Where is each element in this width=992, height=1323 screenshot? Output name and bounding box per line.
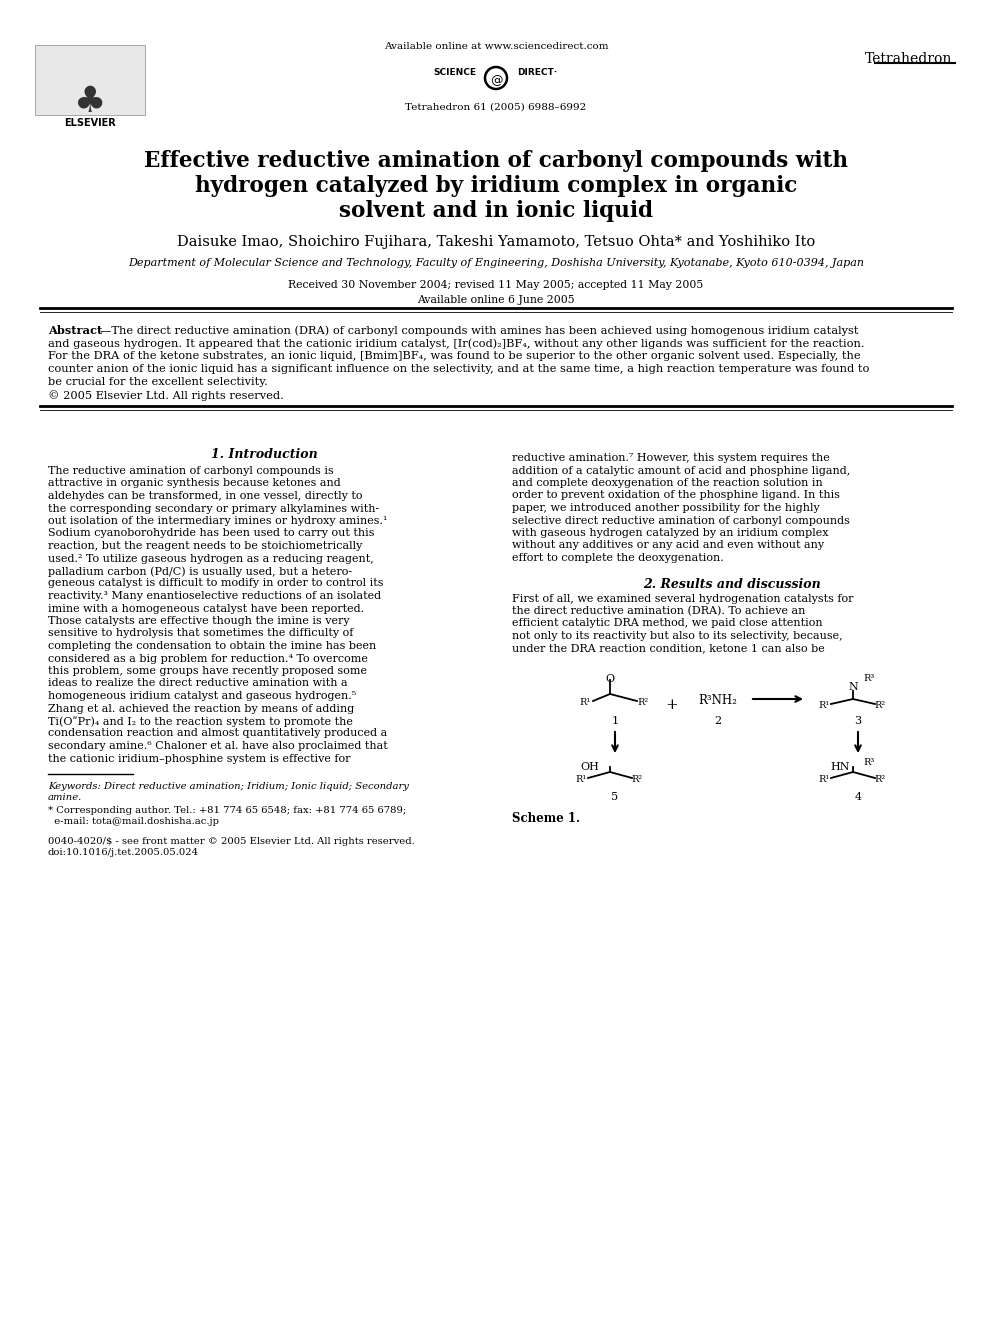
Text: The reductive amination of carbonyl compounds is: The reductive amination of carbonyl comp…: [48, 466, 333, 476]
Text: ♣: ♣: [73, 85, 106, 119]
Text: —The direct reductive amination (DRA) of carbonyl compounds with amines has been: —The direct reductive amination (DRA) of…: [100, 325, 858, 336]
Text: used.² To utilize gaseous hydrogen as a reducing reagent,: used.² To utilize gaseous hydrogen as a …: [48, 553, 374, 564]
Text: 1: 1: [611, 716, 619, 726]
Text: not only to its reactivity but also to its selectivity, because,: not only to its reactivity but also to i…: [512, 631, 842, 642]
Text: R³: R³: [863, 758, 874, 767]
Text: and complete deoxygenation of the reaction solution in: and complete deoxygenation of the reacti…: [512, 478, 822, 488]
Text: selective direct reductive amination of carbonyl compounds: selective direct reductive amination of …: [512, 516, 850, 525]
Text: HN: HN: [830, 762, 850, 773]
Text: imine with a homogeneous catalyst have been reported.: imine with a homogeneous catalyst have b…: [48, 603, 364, 614]
Text: completing the condensation to obtain the imine has been: completing the condensation to obtain th…: [48, 642, 376, 651]
Text: counter anion of the ionic liquid has a significant influence on the selectivity: counter anion of the ionic liquid has a …: [48, 364, 869, 374]
Text: R³NH₂: R³NH₂: [698, 695, 737, 706]
Text: O: O: [605, 673, 615, 684]
Text: order to prevent oxidation of the phosphine ligand. In this: order to prevent oxidation of the phosph…: [512, 491, 840, 500]
Text: amine.: amine.: [48, 792, 82, 802]
Text: geneous catalyst is difficult to modify in order to control its: geneous catalyst is difficult to modify …: [48, 578, 384, 589]
Text: R¹: R¹: [575, 775, 586, 785]
Text: R²: R²: [638, 699, 649, 706]
Text: under the DRA reaction condition, ketone 1 can also be: under the DRA reaction condition, ketone…: [512, 643, 824, 654]
Text: Sodium cyanoborohydride has been used to carry out this: Sodium cyanoborohydride has been used to…: [48, 528, 375, 538]
Text: R¹: R¹: [818, 701, 829, 710]
Bar: [35, 45, 145, 115]
Text: Those catalysts are effective though the imine is very: Those catalysts are effective though the…: [48, 617, 349, 626]
Text: reaction, but the reagent needs to be stoichiometrically: reaction, but the reagent needs to be st…: [48, 541, 362, 550]
Text: Scheme 1.: Scheme 1.: [512, 812, 580, 826]
Text: 4: 4: [854, 792, 862, 802]
Text: the corresponding secondary or primary alkylamines with-: the corresponding secondary or primary a…: [48, 504, 379, 513]
Text: aldehydes can be transformed, in one vessel, directly to: aldehydes can be transformed, in one ves…: [48, 491, 362, 501]
Text: secondary amine.⁶ Chaloner et al. have also proclaimed that: secondary amine.⁶ Chaloner et al. have a…: [48, 741, 388, 751]
Text: without any additives or any acid and even without any: without any additives or any acid and ev…: [512, 541, 824, 550]
Text: ideas to realize the direct reductive amination with a: ideas to realize the direct reductive am…: [48, 679, 347, 688]
Text: ELSEVIER: ELSEVIER: [64, 118, 116, 128]
Text: R¹: R¹: [579, 699, 590, 706]
Text: © 2005 Elsevier Ltd. All rights reserved.: © 2005 Elsevier Ltd. All rights reserved…: [48, 390, 284, 401]
Text: addition of a catalytic amount of acid and phosphine ligand,: addition of a catalytic amount of acid a…: [512, 466, 850, 475]
Text: reductive amination.⁷ However, this system requires the: reductive amination.⁷ However, this syst…: [512, 452, 829, 463]
Text: R²: R²: [874, 775, 886, 785]
Text: 0040-4020/$ - see front matter © 2005 Elsevier Ltd. All rights reserved.: 0040-4020/$ - see front matter © 2005 El…: [48, 837, 415, 845]
Text: Received 30 November 2004; revised 11 May 2005; accepted 11 May 2005: Received 30 November 2004; revised 11 Ma…: [289, 280, 703, 290]
Text: sensitive to hydrolysis that sometimes the difficulty of: sensitive to hydrolysis that sometimes t…: [48, 628, 353, 639]
Text: +: +: [666, 699, 679, 712]
Text: Tetrahedron 61 (2005) 6988–6992: Tetrahedron 61 (2005) 6988–6992: [406, 103, 586, 112]
Text: and gaseous hydrogen. It appeared that the cationic iridium catalyst, [Ir(cod)₂]: and gaseous hydrogen. It appeared that t…: [48, 337, 865, 348]
Text: R²: R²: [632, 775, 643, 785]
Text: out isolation of the intermediary imines or hydroxy amines.¹: out isolation of the intermediary imines…: [48, 516, 387, 527]
Text: be crucial for the excellent selectivity.: be crucial for the excellent selectivity…: [48, 377, 268, 388]
Text: effort to complete the deoxygenation.: effort to complete the deoxygenation.: [512, 553, 724, 564]
Text: SCIENCE: SCIENCE: [434, 67, 476, 77]
Text: palladium carbon (Pd/C) is usually used, but a hetero-: palladium carbon (Pd/C) is usually used,…: [48, 566, 352, 577]
Text: 1. Introduction: 1. Introduction: [210, 448, 317, 460]
Text: paper, we introduced another possibility for the highly: paper, we introduced another possibility…: [512, 503, 819, 513]
Text: e-mail: tota@mail.doshisha.ac.jp: e-mail: tota@mail.doshisha.ac.jp: [48, 818, 219, 826]
Text: 2: 2: [714, 716, 721, 726]
Text: @: @: [490, 74, 502, 87]
Text: Tetrahedron: Tetrahedron: [865, 52, 952, 66]
Text: the direct reductive amination (DRA). To achieve an: the direct reductive amination (DRA). To…: [512, 606, 806, 617]
Text: For the DRA of the ketone substrates, an ionic liquid, [Bmim]BF₄, was found to b: For the DRA of the ketone substrates, an…: [48, 351, 861, 361]
Text: Abstract: Abstract: [48, 325, 102, 336]
Text: DIRECT·: DIRECT·: [517, 67, 558, 77]
Text: Available online 6 June 2005: Available online 6 June 2005: [418, 295, 574, 306]
Text: Ti(OʺPr)₄ and I₂ to the reaction system to promote the: Ti(OʺPr)₄ and I₂ to the reaction system …: [48, 716, 353, 726]
Text: reactivity.³ Many enantioselective reductions of an isolated: reactivity.³ Many enantioselective reduc…: [48, 591, 381, 601]
Text: R¹: R¹: [818, 775, 829, 785]
Text: the cationic iridium–phosphine system is effective for: the cationic iridium–phosphine system is…: [48, 754, 350, 763]
Text: N: N: [848, 681, 858, 692]
Text: * Corresponding author. Tel.: +81 774 65 6548; fax: +81 774 65 6789;: * Corresponding author. Tel.: +81 774 65…: [48, 806, 407, 815]
Text: with gaseous hydrogen catalyzed by an iridium complex: with gaseous hydrogen catalyzed by an ir…: [512, 528, 828, 538]
Text: OH: OH: [580, 762, 599, 773]
Text: Keywords: Direct reductive amination; Iridium; Ionic liquid; Secondary: Keywords: Direct reductive amination; Ir…: [48, 782, 409, 791]
Text: Department of Molecular Science and Technology, Faculty of Engineering, Doshisha: Department of Molecular Science and Tech…: [128, 258, 864, 269]
Text: this problem, some groups have recently proposed some: this problem, some groups have recently …: [48, 665, 367, 676]
Text: R²: R²: [874, 701, 886, 710]
Text: Daisuke Imao, Shoichiro Fujihara, Takeshi Yamamoto, Tetsuo Ohta* and Yoshihiko I: Daisuke Imao, Shoichiro Fujihara, Takesh…: [177, 235, 815, 249]
Text: hydrogen catalyzed by iridium complex in organic: hydrogen catalyzed by iridium complex in…: [194, 175, 798, 197]
Text: First of all, we examined several hydrogenation catalysts for: First of all, we examined several hydrog…: [512, 594, 853, 603]
Text: doi:10.1016/j.tet.2005.05.024: doi:10.1016/j.tet.2005.05.024: [48, 848, 199, 857]
Text: efficient catalytic DRA method, we paid close attention: efficient catalytic DRA method, we paid …: [512, 618, 822, 628]
Text: attractive in organic synthesis because ketones and: attractive in organic synthesis because …: [48, 479, 340, 488]
Text: condensation reaction and almost quantitatively produced a: condensation reaction and almost quantit…: [48, 729, 387, 738]
Text: considered as a big problem for reduction.⁴ To overcome: considered as a big problem for reductio…: [48, 654, 368, 664]
Text: Effective reductive amination of carbonyl compounds with: Effective reductive amination of carbony…: [144, 149, 848, 172]
Text: R³: R³: [863, 673, 874, 683]
Text: homogeneous iridium catalyst and gaseous hydrogen.⁵: homogeneous iridium catalyst and gaseous…: [48, 691, 356, 701]
Text: Available online at www.sciencedirect.com: Available online at www.sciencedirect.co…: [384, 42, 608, 52]
Text: Zhang et al. achieved the reaction by means of adding: Zhang et al. achieved the reaction by me…: [48, 704, 354, 713]
Text: 5: 5: [611, 792, 619, 802]
Text: 3: 3: [854, 716, 862, 726]
Text: solvent and in ionic liquid: solvent and in ionic liquid: [339, 200, 653, 222]
Text: 2. Results and discussion: 2. Results and discussion: [643, 578, 820, 590]
